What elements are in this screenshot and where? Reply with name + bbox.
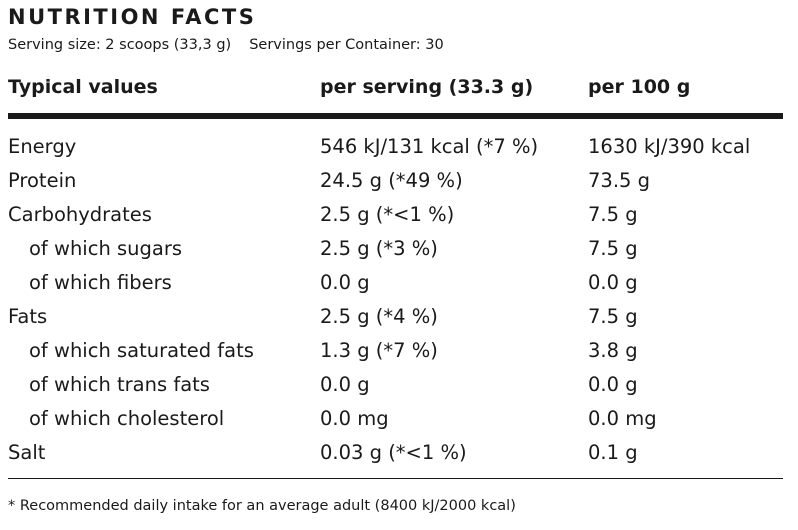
row-per-serving: 24.5 g (*49 %) — [320, 169, 463, 192]
row-per-serving: 546 kJ/131 kcal (*7 %) — [320, 135, 539, 158]
row-per-100g: 0.1 g — [588, 441, 638, 464]
row-per-100g: 7.5 g — [588, 237, 638, 260]
row-per-serving: 2.5 g (*4 %) — [320, 305, 438, 328]
row-per-100g: 0.0 g — [588, 271, 638, 294]
nutrition-table: Energy 546 kJ/131 kcal (*7 %) 1630 kJ/39… — [0, 132, 798, 472]
table-row: Fats 2.5 g (*4 %) 7.5 g — [0, 302, 798, 336]
row-label: of which trans fats — [29, 373, 210, 396]
row-per-100g: 7.5 g — [588, 203, 638, 226]
row-label: Protein — [8, 169, 77, 192]
table-row: of which trans fats 0.0 g 0.0 g — [0, 370, 798, 404]
row-per-serving: 0.0 mg — [320, 407, 389, 430]
table-row: of which sugars 2.5 g (*3 %) 7.5 g — [0, 234, 798, 268]
page-title: NUTRITION FACTS — [8, 5, 257, 29]
footer-divider — [8, 478, 783, 479]
row-label: of which cholesterol — [29, 407, 225, 430]
table-row: Carbohydrates 2.5 g (*<1 %) 7.5 g — [0, 200, 798, 234]
row-label: Fats — [8, 305, 48, 328]
table-row: Energy 546 kJ/131 kcal (*7 %) 1630 kJ/39… — [0, 132, 798, 166]
row-per-serving: 1.3 g (*7 %) — [320, 339, 438, 362]
table-row: Salt 0.03 g (*<1 %) 0.1 g — [0, 438, 798, 472]
row-per-serving: 0.0 g — [320, 373, 370, 396]
row-per-100g: 1630 kJ/390 kcal — [588, 135, 751, 158]
table-row: of which fibers 0.0 g 0.0 g — [0, 268, 798, 302]
header-typical-values: Typical values — [8, 76, 158, 98]
header-per-100g: per 100 g — [588, 76, 691, 98]
row-label: Carbohydrates — [8, 203, 152, 226]
row-per-serving: 2.5 g (*3 %) — [320, 237, 438, 260]
row-label: Energy — [8, 135, 77, 158]
row-per-100g: 0.0 g — [588, 373, 638, 396]
row-per-serving: 0.0 g — [320, 271, 370, 294]
serving-size: Serving size: 2 scoops (33,3 g) — [8, 37, 232, 53]
serving-info: Serving size: 2 scoops (33,3 g) Servings … — [8, 37, 444, 53]
footnote: * Recommended daily intake for an averag… — [8, 498, 516, 514]
row-label: Salt — [8, 441, 46, 464]
row-per-serving: 2.5 g (*<1 %) — [320, 203, 455, 226]
row-per-100g: 3.8 g — [588, 339, 638, 362]
row-per-100g: 7.5 g — [588, 305, 638, 328]
row-per-100g: 73.5 g — [588, 169, 650, 192]
table-row: of which cholesterol 0.0 mg 0.0 mg — [0, 404, 798, 438]
header-divider — [8, 113, 783, 119]
table-header: Typical values per serving (33.3 g) per … — [0, 74, 798, 104]
servings-per-container: Servings per Container: 30 — [249, 37, 444, 53]
row-per-serving: 0.03 g (*<1 %) — [320, 441, 467, 464]
header-per-serving: per serving (33.3 g) — [320, 76, 534, 98]
row-label: of which sugars — [29, 237, 183, 260]
row-label: of which fibers — [29, 271, 172, 294]
table-row: Protein 24.5 g (*49 %) 73.5 g — [0, 166, 798, 200]
row-per-100g: 0.0 mg — [588, 407, 657, 430]
table-row: of which saturated fats 1.3 g (*7 %) 3.8… — [0, 336, 798, 370]
row-label: of which saturated fats — [29, 339, 254, 362]
